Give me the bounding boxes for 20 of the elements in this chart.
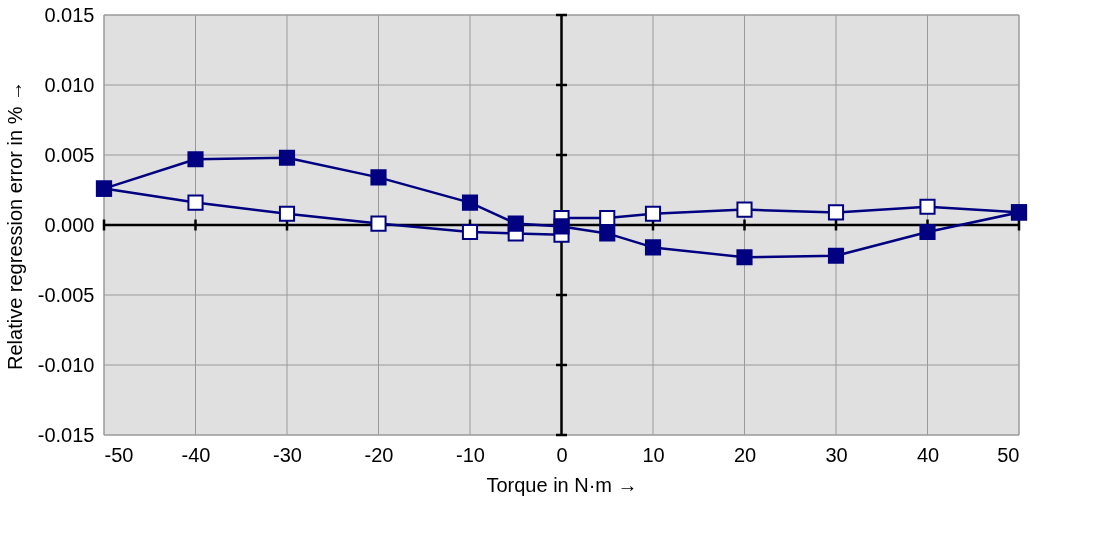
y-axis-title: Relative regression error in % → <box>3 81 26 370</box>
x-tick-label: 10 <box>642 443 665 466</box>
x-tick-label: 50 <box>997 443 1020 466</box>
y-tick-label: 0.015 <box>44 3 95 26</box>
y-tick-label: -0.015 <box>37 423 95 446</box>
x-tick-label: 20 <box>733 443 757 466</box>
x-tick-label: 40 <box>916 443 940 466</box>
x-axis-title: Torque in N·m → <box>486 473 638 496</box>
x-tick-label: -30 <box>273 443 302 466</box>
y-tick-label: -0.010 <box>37 353 95 376</box>
y-tick-label: 0.005 <box>44 143 95 166</box>
y-tick-label: 0.000 <box>44 213 95 236</box>
x-tick-label: 30 <box>825 443 848 466</box>
y-tick-label: -0.005 <box>37 283 95 306</box>
x-tick-label: -10 <box>456 443 485 466</box>
x-tick-label: -50 <box>104 443 134 466</box>
y-tick-label: 0.010 <box>44 73 95 96</box>
x-tick-label: 0 <box>556 443 568 466</box>
x-tick-label: -40 <box>181 443 211 466</box>
x-tick-label: -20 <box>364 443 394 466</box>
